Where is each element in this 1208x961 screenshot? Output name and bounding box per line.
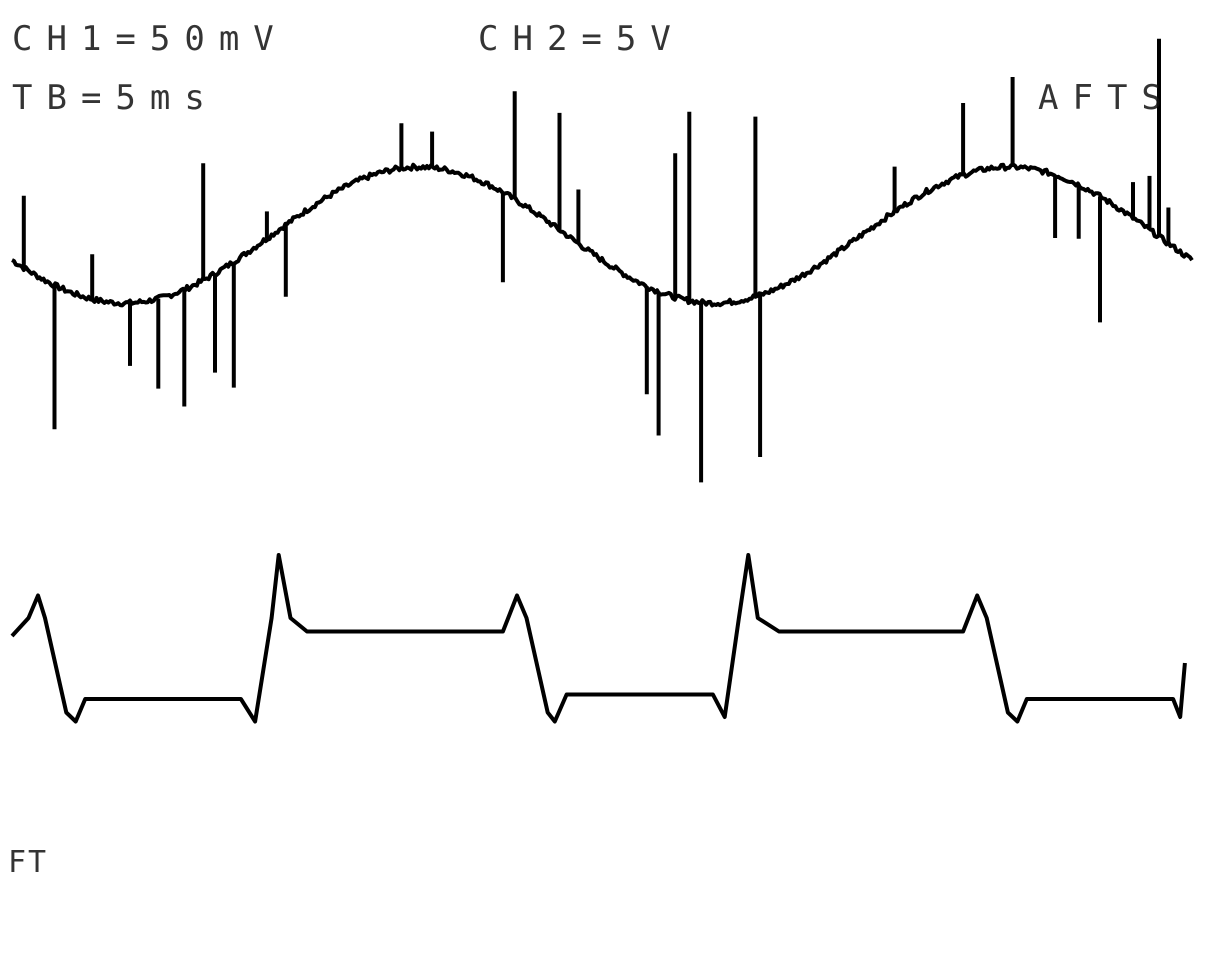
corner-mark-label: FT xyxy=(8,845,49,880)
ch2-waveform-line xyxy=(10,553,1187,724)
trigger-mode-label: AFTS xyxy=(1038,78,1176,118)
ch2-scale-label: CH2=5V xyxy=(478,19,685,59)
ch1-waveform-line xyxy=(11,162,1194,308)
ch1-trace xyxy=(11,38,1194,483)
ch1-scale-label: CH1=50mV xyxy=(12,19,288,59)
timebase-label: TB=5ms xyxy=(12,78,219,118)
ch2-trace xyxy=(10,553,1187,724)
